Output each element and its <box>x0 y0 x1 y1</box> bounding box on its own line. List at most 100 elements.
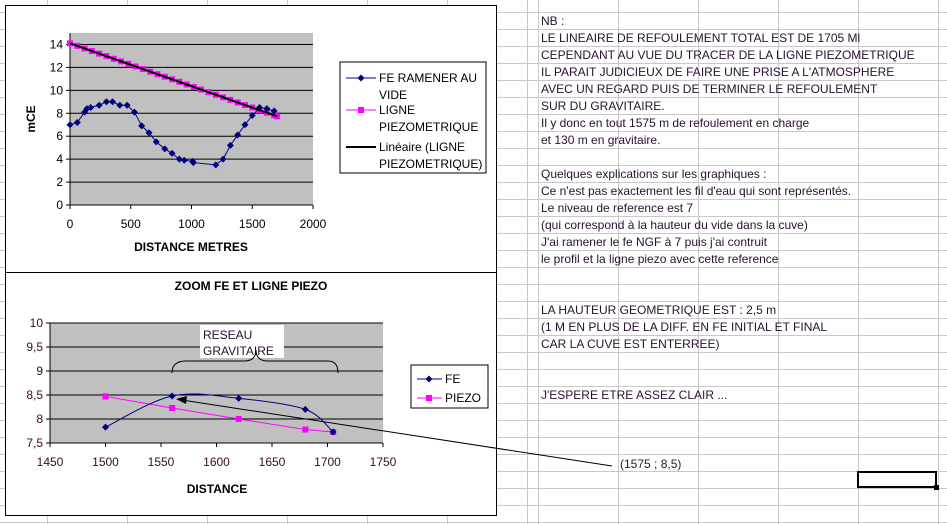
fe-point <box>212 161 220 169</box>
fe-point <box>168 149 176 157</box>
legend-label: VIDE <box>379 88 407 102</box>
fe-point <box>87 104 95 112</box>
y-tick-label: 8,5 <box>26 388 43 402</box>
fe-point <box>145 129 153 137</box>
fe-point <box>123 101 131 109</box>
fe-point <box>95 101 103 109</box>
legend-marker <box>426 395 432 401</box>
fe-point <box>73 118 81 126</box>
legend-label: PIEZO <box>445 391 481 405</box>
y-tick-label: 14 <box>50 37 64 51</box>
note-cell: J'ai ramener le fe NGF à 7 puis j'ai con… <box>541 235 768 249</box>
fe-point <box>116 101 124 109</box>
legend-label: FE RAMENER AU <box>379 71 477 85</box>
plot-area <box>70 33 313 205</box>
piezo-point <box>235 416 242 422</box>
brace <box>171 349 339 374</box>
chart-zoom-svg: 7,5 8 8,5 9 9,5 10 1450 1500 1550 1600 1650 1700 175… <box>26 279 489 496</box>
x-tick-label: 1700 <box>314 455 341 469</box>
fe-point <box>248 112 256 120</box>
fe-point <box>138 122 146 130</box>
fe-point <box>180 156 188 164</box>
x-tick-label: 500 <box>121 217 141 231</box>
legend-label: PIEZOMETRIQUE) <box>379 157 482 171</box>
y-axis-label: mCE <box>24 105 38 132</box>
x-tick-label: 1000 <box>178 217 205 231</box>
chart-profile-svg: 0 2 4 6 8 10 12 14 0 500 1000 1500 2000 mCE DISTANCE M… <box>24 33 487 254</box>
annotation-label: (1575 ; 8,5) <box>620 457 682 471</box>
piezo-point <box>302 426 309 433</box>
column-gridline <box>778 0 779 524</box>
y-tick-label: 4 <box>56 152 63 166</box>
note-cell: Ce n'est pas exactement les fil d'eau qu… <box>541 184 852 198</box>
fe-point <box>66 121 74 129</box>
column-gridline <box>538 0 539 524</box>
fe-point <box>109 98 117 106</box>
y-tick-label: 8 <box>56 106 63 120</box>
note-cell: (qui correspond à la hauteur du vide dan… <box>541 218 808 232</box>
selected-cell[interactable] <box>857 471 937 488</box>
y-tick-label: 2 <box>56 175 63 189</box>
fe-point <box>241 121 249 129</box>
fe-point <box>256 104 264 112</box>
piezo-point <box>102 393 109 400</box>
x-tick-label: 2000 <box>300 217 327 231</box>
column-gridline <box>858 0 859 524</box>
legend-marker <box>357 74 365 82</box>
chart-zoom[interactable]: 7,5 8 8,5 9 9,5 10 1450 1500 1550 1600 1650 1700 175… <box>5 272 497 516</box>
series-trend-line <box>69 42 278 118</box>
x-tick-label: 0 <box>67 217 74 231</box>
column-gridline <box>938 0 939 524</box>
note-cell: Il y donc en tout 1575 m de refoulement … <box>541 116 810 130</box>
legend <box>339 61 487 174</box>
fe-point <box>161 145 169 153</box>
legend-label: Linéaire (LIGNE <box>379 140 465 154</box>
legend-label: PIEZOMETRIQUE <box>379 120 478 134</box>
note-cell: LA HAUTEUR GEOMETRIQUE EST : 2,5 m <box>541 303 777 317</box>
y-tick-label: 7,5 <box>26 436 43 450</box>
fe-point <box>263 105 271 113</box>
fe-point <box>102 98 110 106</box>
column-gridline <box>618 0 619 524</box>
y-tick-label: 9 <box>36 364 43 378</box>
column-gridline <box>698 0 699 524</box>
fe-point <box>234 131 242 139</box>
x-tick-label: 1450 <box>37 455 64 469</box>
legend-marker <box>425 375 433 383</box>
x-tick-label: 1500 <box>92 455 119 469</box>
y-tick-label: 12 <box>50 60 64 74</box>
x-tick-label: 1550 <box>148 455 175 469</box>
annotation-box <box>200 325 284 358</box>
legend-marker <box>358 107 364 113</box>
x-tick-label: 1650 <box>259 455 286 469</box>
note-cell: CEPENDANT AU VUE DU TRACER DE LA LIGNE P… <box>541 48 915 62</box>
y-tick-label: 6 <box>56 129 63 143</box>
note-cell: CAR LA CUVE EST ENTERREE) <box>541 337 720 351</box>
chart-title: ZOOM FE ET LIGNE PIEZO <box>175 279 328 293</box>
note-cell: AVEC UN REGARD PUIS DE TERMINER LE REFOU… <box>541 82 878 96</box>
y-tick-label: 8 <box>36 412 43 426</box>
x-tick-label: 1750 <box>370 455 397 469</box>
note-cell: LE LINEAIRE DE REFOULEMENT TOTAL EST DE … <box>541 31 861 45</box>
fe-point <box>102 423 109 431</box>
column-gridline <box>527 0 528 524</box>
fe-point <box>189 159 197 167</box>
annotation-box-text: RESEAU <box>203 328 252 342</box>
piezo-point <box>169 404 176 411</box>
note-cell: Le niveau de reference est 7 <box>541 201 694 215</box>
note-cell: IL PARAIT JUDICIEUX DE FAIRE UNE PRISE A… <box>541 65 895 79</box>
chart-profile[interactable]: 0 2 4 6 8 10 12 14 0 500 1000 1500 2000 mCE DISTANCE M… <box>5 5 497 273</box>
x-axis-label: DISTANCE METRES <box>134 240 248 254</box>
x-tick-label: 1600 <box>203 455 230 469</box>
note-cell: (1 M EN PLUS DE LA DIFF. EN FE INITIAL E… <box>541 320 828 334</box>
y-tick-label: 0 <box>56 198 63 212</box>
y-tick-label: 9,5 <box>26 340 43 354</box>
fe-point <box>270 107 278 115</box>
fe-point <box>152 138 160 146</box>
note-cell: SUR DU GRAVITAIRE. <box>541 99 665 113</box>
fill-handle[interactable] <box>934 485 939 490</box>
fe-point <box>168 392 176 400</box>
y-tick-label: 10 <box>30 316 44 330</box>
fe-point <box>219 155 227 163</box>
fe-point <box>130 108 138 116</box>
